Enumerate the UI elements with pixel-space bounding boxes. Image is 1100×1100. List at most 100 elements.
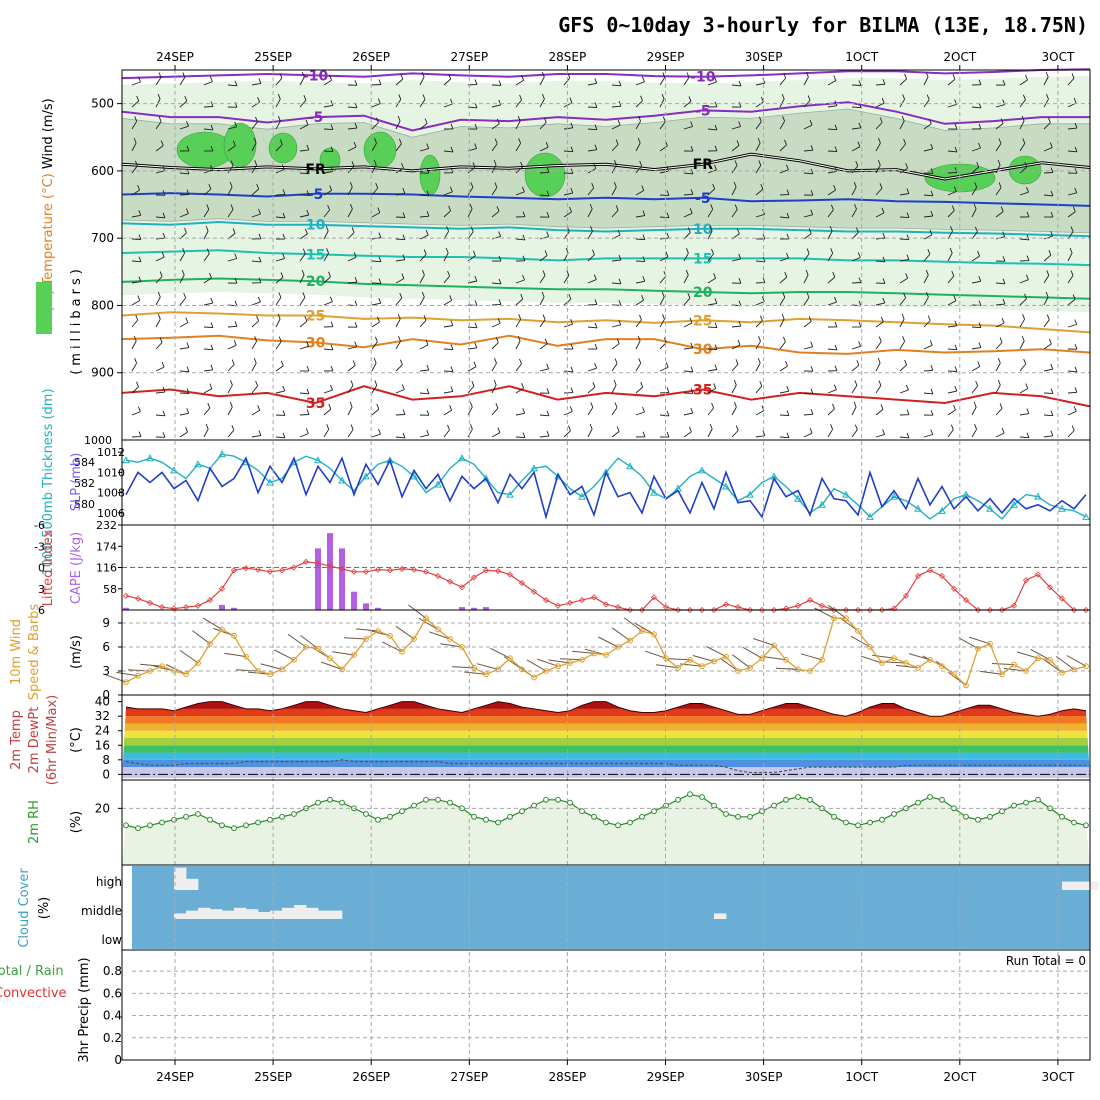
wind-barb-flag: [714, 164, 717, 171]
wind-barb: [923, 296, 929, 306]
wind-barb: [299, 124, 309, 130]
wind-barb-flag: [397, 313, 401, 320]
wind-barb: [635, 386, 644, 394]
wind-barb-flag: [1045, 71, 1049, 78]
chart-title: GFS 0~10day 3-hourly for BILMA (13E, 18.…: [558, 13, 1088, 37]
wind10m-marker: [363, 636, 369, 642]
cloud-middle-bar: [258, 912, 271, 919]
cloud-middle-bar: [198, 907, 211, 919]
wind-barb: [755, 410, 765, 416]
wind-barb: [779, 297, 786, 306]
li-marker: [506, 571, 514, 578]
wind-barb: [1043, 414, 1054, 417]
wind-barb: [707, 169, 717, 174]
wind10m-barb: [202, 617, 223, 630]
wind-barb: [251, 165, 258, 174]
wind-barb-flag: [786, 189, 790, 195]
cloud-middle-bar: [330, 910, 343, 919]
wind-barb-flag: [257, 296, 261, 303]
rh-marker: [339, 799, 345, 806]
cloud-high-bar: [1074, 881, 1087, 890]
wind10m-marker: [687, 656, 693, 663]
wind-barb-flag: [305, 119, 309, 125]
wind-barb: [515, 387, 524, 394]
wind-barb: [971, 280, 981, 284]
wind-barb-flag: [1048, 338, 1052, 345]
wind-barb: [659, 121, 666, 130]
wind-barb: [1043, 254, 1052, 262]
wind-barb: [659, 256, 669, 262]
wind-tick-label: 6: [102, 640, 110, 654]
wind-barb: [659, 414, 670, 417]
wind-barb-flag: [974, 424, 978, 430]
wind-barb-flag: [881, 207, 885, 214]
wind-barb: [395, 364, 403, 372]
wind-barb: [1067, 192, 1077, 196]
wind-barb-flag: [568, 425, 571, 431]
li-marker: [218, 585, 226, 592]
wind-barb: [419, 434, 429, 438]
wind-barb: [851, 345, 861, 350]
wind-barb: [419, 99, 426, 108]
wind-barb: [443, 103, 453, 108]
wind10m-barb: [908, 653, 931, 661]
wind-barb: [1067, 211, 1076, 218]
li-marker: [530, 588, 538, 595]
wind-barb-flag: [877, 159, 881, 166]
wind-barb-flag: [352, 360, 356, 366]
wind-barb: [395, 192, 405, 196]
wind-barb-flag: [469, 203, 473, 210]
wind-barb: [827, 429, 833, 438]
contour-label: 10: [693, 222, 713, 238]
li-tick-label: 3: [38, 583, 45, 596]
wind10m-marker: [555, 663, 561, 670]
wind-barb-flag: [160, 140, 164, 146]
wind-barb: [275, 120, 281, 130]
wind-barb: [251, 435, 261, 438]
wind-barb-flag: [878, 336, 882, 342]
temp2m-panel: [122, 701, 1090, 778]
wind-barb-flag: [282, 432, 286, 438]
thickness-marker: [530, 464, 538, 472]
li-marker: [122, 592, 130, 599]
wind-barb: [755, 82, 765, 86]
wind-barb: [203, 253, 210, 262]
wind10m-barb: [287, 633, 307, 648]
wind10m-marker: [1035, 655, 1041, 662]
wind-barb-flag: [402, 188, 406, 194]
wind10m-marker: [195, 660, 201, 666]
wind-barb: [371, 321, 380, 328]
wind-barb: [947, 348, 958, 351]
cloud-level-label: middle: [81, 904, 122, 918]
wind-barb: [707, 428, 713, 438]
wind-barb: [923, 369, 934, 372]
wind-barb: [755, 320, 763, 328]
thickness-marker: [818, 500, 826, 508]
wind-barb-flag: [882, 79, 886, 85]
wind-barb: [395, 436, 406, 439]
wind-barb: [899, 216, 910, 219]
wind-barb-flag: [688, 96, 692, 102]
wind-barb: [659, 296, 665, 306]
wind-barb-flag: [590, 226, 593, 232]
wind-barb-flag: [1023, 358, 1027, 365]
wind-barb-flag: [137, 406, 141, 412]
y-tick-label: 800: [91, 298, 114, 312]
wind-barb-flag: [373, 357, 377, 364]
wind-barb: [779, 257, 789, 262]
rh-marker: [315, 799, 321, 806]
wind-barb: [275, 297, 282, 306]
wind-barb: [587, 386, 596, 394]
wind-barb-flag: [401, 384, 405, 390]
wind-barb-flag: [257, 97, 261, 103]
wind-barb: [947, 325, 957, 328]
wind-barb-flag: [546, 212, 550, 218]
wind-barb: [419, 369, 429, 372]
wind-barb-flag: [351, 161, 355, 167]
wind-barb-flag: [330, 146, 334, 152]
wind-barb-flag: [954, 167, 958, 173]
wind-barb: [1067, 77, 1075, 86]
wind10m-marker: [579, 656, 585, 663]
wind-barb: [1043, 368, 1053, 372]
wind-barb-flag: [714, 364, 718, 370]
